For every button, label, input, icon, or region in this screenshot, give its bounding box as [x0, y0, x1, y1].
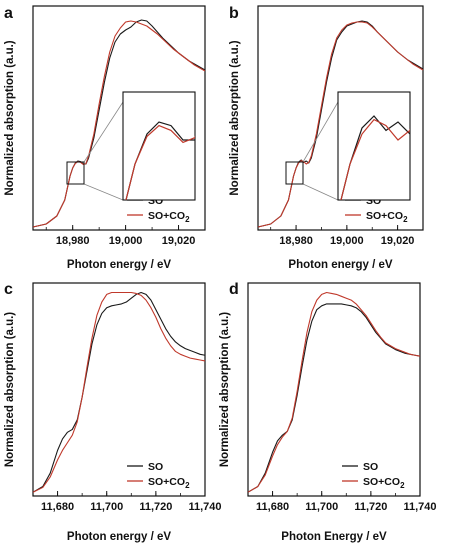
series-line-so	[247, 303, 421, 493]
panel-letter: d	[229, 281, 239, 298]
series-line-so-co2	[257, 21, 424, 228]
x-tick-label: 11,680	[256, 501, 289, 513]
inset-connector	[302, 101, 339, 163]
plot-frame	[32, 5, 206, 231]
x-tick-label: 11,720	[354, 501, 387, 513]
inset-connector	[302, 183, 339, 201]
x-tick-label: 11,700	[305, 501, 338, 513]
legend-label: SO+CO2	[148, 210, 190, 224]
panel-letter: a	[4, 5, 13, 22]
x-tick-label: 11,720	[139, 501, 172, 513]
inset-connector	[83, 183, 124, 201]
inset-frame	[337, 91, 411, 201]
x-axis-label: Photon energy / eV	[288, 259, 392, 271]
y-axis-label: Normalized absorption (a.u.)	[4, 312, 16, 467]
legend-label: SO+CO2	[363, 476, 405, 490]
x-tick-label: 19,020	[162, 235, 196, 247]
plot-frame	[247, 282, 421, 497]
zoom-region-box	[66, 161, 85, 185]
inset-series-line	[340, 118, 410, 200]
plot-frame	[32, 282, 206, 497]
x-axis-label: Photon energy / eV	[67, 259, 171, 271]
chart-panel-c: c 11,680 11,700 11,720 11,740 Photon energy /…	[4, 281, 222, 543]
legend: SO SO+CO2	[127, 461, 190, 490]
inset-series-line	[125, 124, 195, 200]
x-tick-label: 19,020	[381, 235, 415, 247]
chart-panel-b: b 18,980 19,000 19,020 Photon energy / eV Nor…	[229, 5, 424, 271]
legend: SO SO+CO2	[342, 461, 405, 490]
series-line-so-co2	[32, 291, 206, 493]
series-line-so-co2	[247, 291, 421, 493]
legend-label: SO+CO2	[366, 210, 408, 224]
x-tick-label: 11,700	[90, 501, 123, 513]
chart-panel-a: a 18,980 19,000 19,020 Photon energy / eV Nor…	[4, 5, 206, 271]
x-tick-label: 18,980	[279, 235, 313, 247]
legend-label: SO+CO2	[148, 476, 190, 490]
y-axis-label: Normalized absorption (a.u.)	[4, 40, 16, 195]
x-axis-label: Photon energy / eV	[67, 531, 171, 543]
series-line-so-co2	[32, 20, 206, 228]
chart-panel-d: d 11,680 11,700 11,720 11,740 Photon Energy /…	[219, 281, 437, 543]
x-tick-label: 11,740	[188, 501, 221, 513]
zoom-region-box	[285, 161, 304, 185]
y-axis-label: Normalized absorption (a.u.)	[219, 312, 231, 467]
y-axis-label: Normalized absorption (a.u.)	[229, 40, 241, 195]
panel-letter: b	[229, 5, 239, 22]
inset-connector	[83, 101, 124, 163]
x-tick-label: 11,680	[41, 501, 74, 513]
legend-label: SO	[363, 461, 378, 473]
series-line-so	[32, 291, 206, 493]
inset-frame	[122, 91, 196, 201]
x-tick-label: 19,000	[330, 235, 364, 247]
x-tick-label: 19,000	[109, 235, 143, 247]
plot-frame	[257, 5, 424, 231]
x-axis-label: Photon Energy / eV	[281, 531, 387, 543]
x-tick-label: 18,980	[56, 235, 90, 247]
legend-label: SO	[148, 461, 163, 473]
x-tick-label: 11,740	[403, 501, 436, 513]
panel-letter: c	[4, 281, 13, 298]
